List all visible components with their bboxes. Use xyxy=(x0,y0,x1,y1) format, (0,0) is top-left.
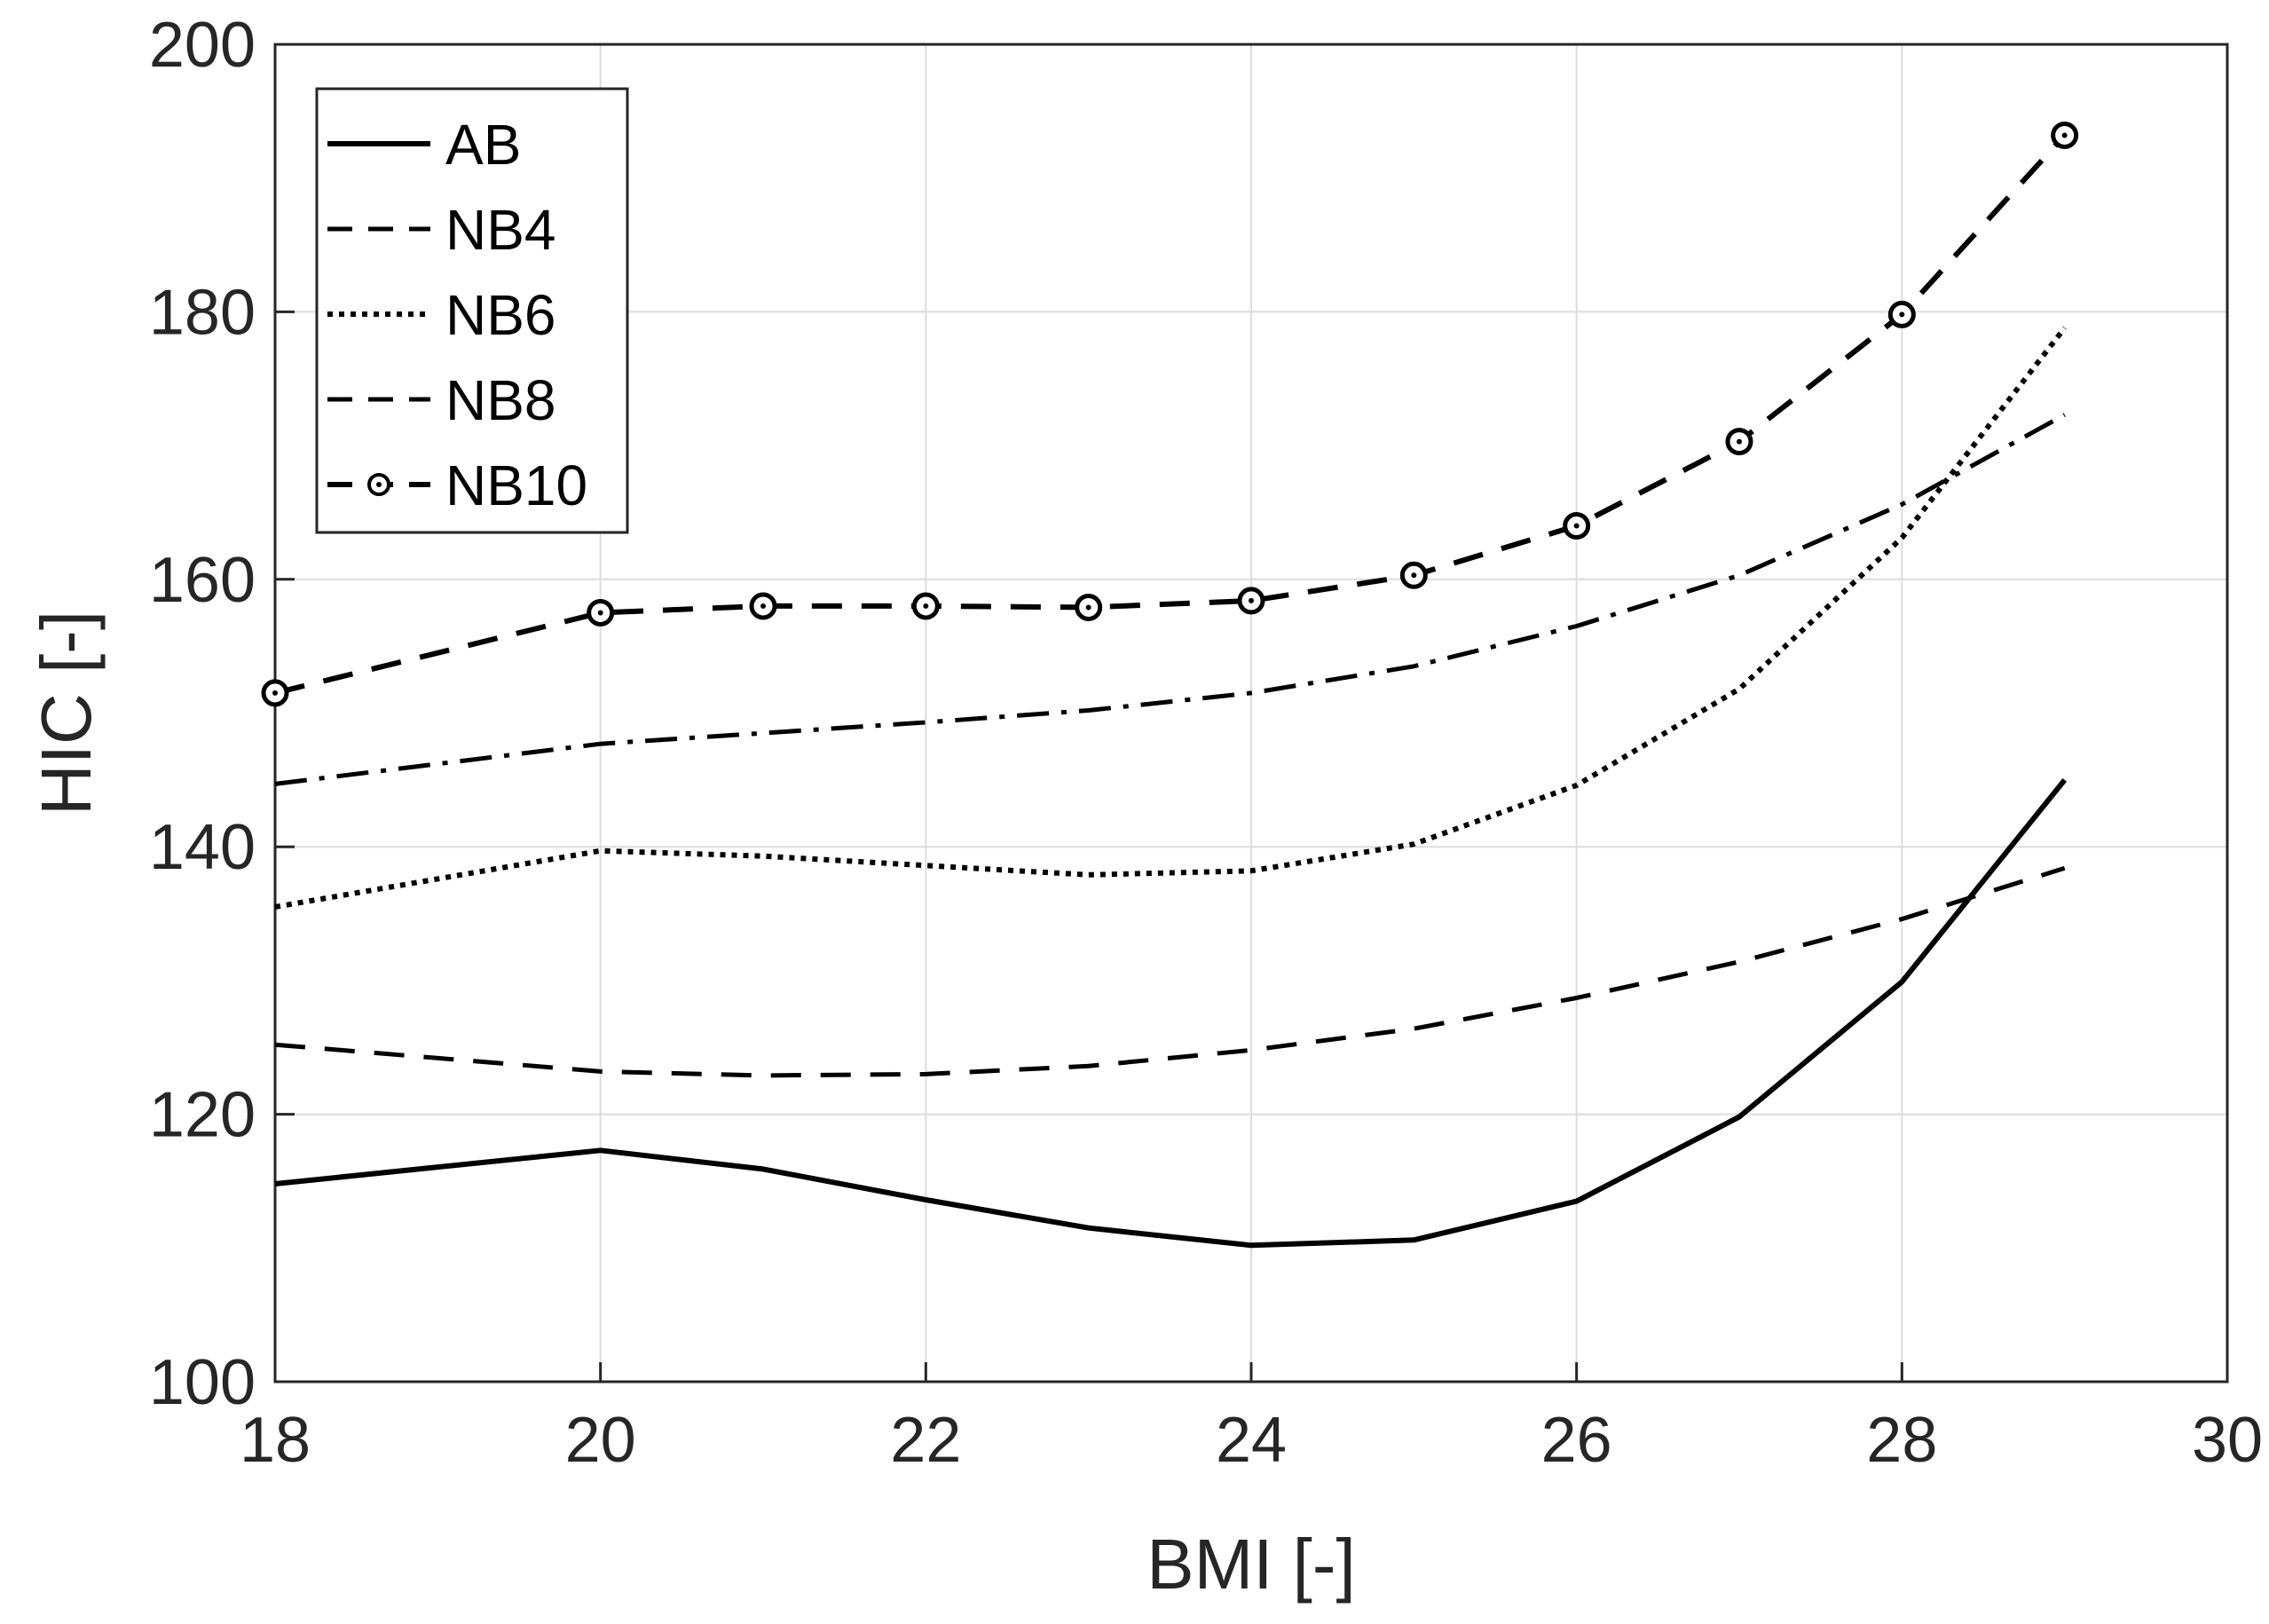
x-tick-label: 20 xyxy=(565,1405,636,1476)
marker-dot-nb10 xyxy=(597,610,603,616)
y-tick-label: 100 xyxy=(149,1347,256,1418)
legend: AB NB4 NB6 NB8 NB10 xyxy=(315,87,629,534)
y-tick-label: 140 xyxy=(149,812,256,883)
legend-box xyxy=(315,87,629,534)
x-tick-label: 28 xyxy=(1866,1405,1937,1476)
y-tick-label: 120 xyxy=(149,1080,256,1151)
x-tick-label: 30 xyxy=(2192,1405,2263,1476)
x-tick-label: 18 xyxy=(240,1405,311,1476)
marker-dot-nb10 xyxy=(1899,311,1905,318)
legend-label-ab: AB xyxy=(445,113,521,177)
legend-marker-dot-nb10 xyxy=(376,482,382,487)
series-lines xyxy=(261,121,2079,1249)
y-tick-label: 180 xyxy=(149,277,256,348)
series-line-nb8 xyxy=(274,413,2066,786)
marker-dot-nb10 xyxy=(272,690,278,696)
series-line-ab xyxy=(274,778,2068,1249)
y-tick-label: 160 xyxy=(149,545,256,616)
y-axis-label: HIC [-] xyxy=(27,611,106,816)
marker-dot-nb10 xyxy=(1737,438,1742,445)
y-tick-label: 200 xyxy=(149,10,256,81)
marker-dot-nb10 xyxy=(1249,597,1254,603)
marker-dot-nb10 xyxy=(760,603,766,609)
tick-labels: 18 20 22 24 26 28 30 100 120 140 160 180 200 xyxy=(149,10,2263,1476)
marker-dot-nb10 xyxy=(1573,523,1580,529)
marker-dot-nb10 xyxy=(1085,604,1091,611)
marker-dot-nb10 xyxy=(1411,572,1417,579)
x-tick-label: 26 xyxy=(1541,1405,1612,1476)
x-axis-label: BMI [-] xyxy=(1146,1525,1356,1604)
marker-dot-nb10 xyxy=(923,603,929,609)
x-tick-label: 24 xyxy=(1216,1405,1287,1476)
legend-label-nb10: NB10 xyxy=(445,453,587,517)
x-tick-label: 22 xyxy=(890,1405,961,1476)
series-line-nb6 xyxy=(274,326,2068,910)
series-line-nb4 xyxy=(274,865,2066,1078)
legend-label-nb4: NB4 xyxy=(445,198,556,262)
legend-label-nb6: NB6 xyxy=(445,283,556,347)
marker-dot-nb10 xyxy=(2061,132,2068,138)
legend-label-nb8: NB8 xyxy=(445,368,556,432)
